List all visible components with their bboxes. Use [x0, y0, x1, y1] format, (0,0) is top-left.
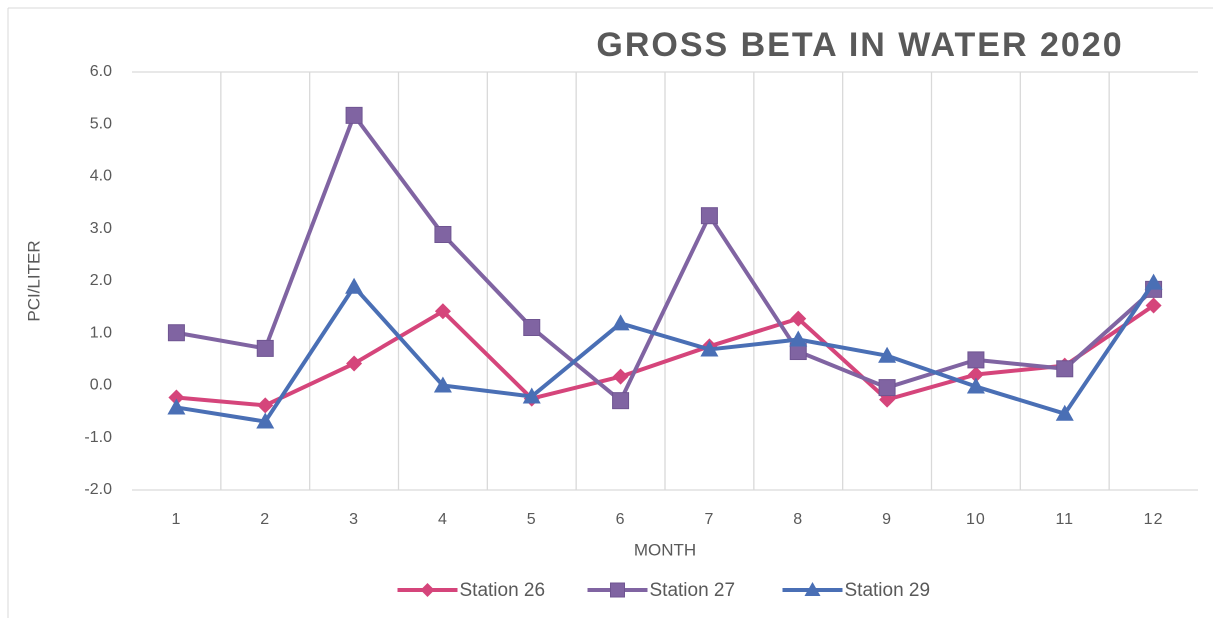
marker	[433, 376, 452, 393]
x-tick-label: 8	[793, 511, 803, 528]
x-tick-label: 10	[966, 511, 986, 528]
line	[176, 303, 1155, 408]
marker	[1055, 404, 1074, 421]
marker	[967, 366, 984, 383]
marker	[789, 330, 808, 347]
marker	[523, 319, 541, 337]
x-axis-title: MONTH	[634, 540, 696, 559]
marker	[1145, 297, 1162, 314]
y-tick-label: 0.0	[90, 377, 112, 394]
marker	[611, 314, 630, 331]
legend-marker	[804, 582, 821, 596]
x-tick-label: 7	[704, 511, 714, 528]
y-tick-label: -2.0	[84, 481, 112, 498]
marker	[167, 324, 185, 342]
marker	[878, 346, 897, 363]
marker	[168, 389, 185, 406]
y-tick-label: 3.0	[90, 220, 112, 237]
marker	[256, 339, 274, 357]
marker	[1144, 273, 1163, 290]
marker	[167, 398, 186, 415]
marker	[346, 355, 363, 372]
y-tick-label: 2.0	[90, 272, 112, 289]
marker	[790, 310, 807, 327]
legend-label: Station 29	[845, 580, 931, 601]
marker	[967, 351, 985, 369]
x-tick-label: 1	[171, 511, 181, 528]
x-tick-label: 11	[1055, 511, 1074, 528]
series	[167, 273, 1163, 429]
legend-marker	[420, 583, 435, 597]
legend-item: Station 27	[587, 580, 736, 601]
y-tick-label: 5.0	[90, 115, 112, 132]
marker	[612, 392, 630, 410]
marker	[434, 303, 451, 320]
marker	[345, 106, 363, 124]
x-tick-label: 6	[616, 511, 626, 528]
x-tick-label: 12	[1144, 511, 1164, 528]
x-tick-label: 5	[527, 511, 537, 528]
marker	[256, 412, 275, 429]
y-tick-label: 4.0	[90, 168, 112, 185]
chart-title: GROSS BETA IN WATER 2020	[596, 26, 1123, 64]
line	[176, 113, 1155, 403]
x-tick-label: 9	[882, 511, 892, 528]
marker	[434, 225, 452, 243]
line	[176, 281, 1156, 424]
marker	[700, 340, 719, 357]
legend-label: Station 26	[460, 580, 546, 601]
y-tick-label: 6.0	[90, 63, 112, 80]
marker	[522, 387, 541, 404]
marker	[345, 277, 364, 294]
legend-item: Station 29	[782, 580, 931, 601]
marker	[878, 379, 896, 397]
marker	[966, 377, 985, 394]
x-tick-label: 4	[438, 511, 448, 528]
legend-item: Station 26	[397, 580, 546, 601]
marker	[257, 397, 274, 414]
legend-label: Station 27	[650, 580, 736, 601]
legend-marker	[610, 582, 625, 598]
marker	[700, 207, 718, 225]
y-tick-label: -1.0	[84, 429, 112, 446]
marker	[1056, 360, 1074, 378]
y-axis-title: PCI/LITER	[24, 240, 43, 321]
y-tick-label: 1.0	[90, 324, 112, 341]
marker	[612, 368, 629, 385]
x-tick-label: 2	[260, 511, 270, 528]
x-tick-label: 3	[349, 511, 359, 528]
